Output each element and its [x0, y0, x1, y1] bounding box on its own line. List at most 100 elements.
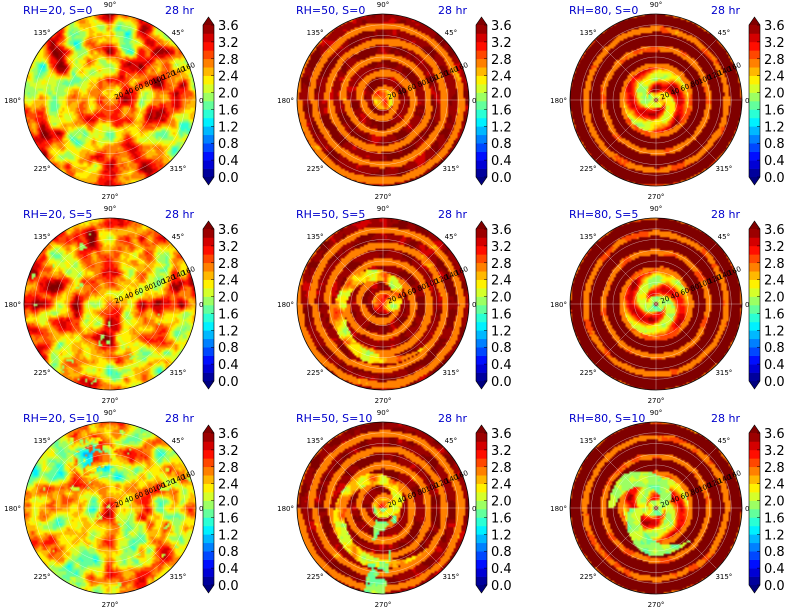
colorbar-segment	[749, 330, 760, 340]
colorbar-segment	[203, 58, 214, 68]
colorbar-tick-label: 3.6	[218, 19, 239, 34]
colorbar-segment	[203, 475, 214, 484]
colorbar-segment	[476, 262, 487, 272]
colorbar-segment	[476, 271, 487, 280]
panel-time-label: 28 hr	[165, 208, 194, 221]
polar-panel: 2040608010012014016090°45°0°315°270°225°…	[550, 205, 753, 405]
colorbar-tick-label: 0.0	[218, 171, 239, 186]
angle-tick-label: 90°	[650, 1, 662, 9]
panel-title: RH=20, S=10	[23, 412, 99, 425]
angle-tick-label: 225°	[34, 165, 51, 173]
colorbar-tick-label: 1.2	[491, 324, 512, 339]
radial-tick-label: 80	[143, 282, 154, 293]
colorbar-segment	[203, 364, 214, 373]
colorbar-segment	[203, 372, 214, 382]
radial-tick-label: 20	[387, 91, 398, 102]
colorbar-segment	[203, 483, 214, 493]
colorbar-segment	[749, 92, 760, 102]
colorbar-tick-label: 0.4	[218, 358, 239, 373]
angle-tick-label: 45°	[445, 29, 457, 37]
colorbar-segment	[749, 458, 760, 468]
polar-panel: 2040608010012014016090°45°0°315°270°225°…	[550, 1, 753, 201]
colorbar-segment	[749, 134, 760, 144]
colorbar-tick-label: 1.2	[764, 120, 785, 135]
colorbar-segment	[749, 271, 760, 280]
colorbar-segment	[203, 492, 214, 501]
colorbar-tick-label: 0.4	[764, 562, 785, 577]
colorbar-tick-label: 3.2	[218, 240, 239, 255]
colorbar-segment	[203, 330, 214, 340]
colorbar-extend-min	[203, 585, 214, 593]
panel-time-label: 28 hr	[438, 208, 467, 221]
colorbar-segment	[749, 475, 760, 484]
colorbar-tick-label: 2.8	[764, 257, 785, 272]
radial-tick-label: 20	[660, 91, 671, 102]
colorbar-segment	[749, 517, 760, 527]
colorbar-tick-label: 2.8	[218, 461, 239, 476]
angular-gridline	[382, 243, 444, 305]
radial-tick-label: 20	[114, 499, 125, 510]
colorbar-tick-label: 2.4	[218, 70, 239, 85]
angular-gridline	[595, 507, 657, 569]
colorbar-tick-label: 2.0	[218, 87, 239, 102]
colorbar-segment	[476, 25, 487, 34]
angle-tick-label: 135°	[307, 233, 324, 241]
colorbar-segment	[476, 355, 487, 365]
colorbar-extend-max	[749, 17, 760, 25]
colorbar-tick-label: 0.8	[218, 341, 239, 356]
radial-tick-label: 20	[114, 91, 125, 102]
colorbar-extend-max	[203, 221, 214, 229]
panel-time-label: 28 hr	[438, 4, 467, 17]
radial-tick-label: 60	[133, 286, 144, 297]
angle-tick-label: 315°	[169, 573, 186, 581]
colorbar-segment	[203, 245, 214, 255]
angle-tick-label: 180°	[277, 301, 294, 309]
polar-panel: 2040608010012014016090°45°0°315°270°225°…	[4, 409, 207, 609]
colorbar-segment	[749, 441, 760, 451]
colorbar-extend-min	[749, 585, 760, 593]
radial-tick-label: 40	[123, 495, 134, 506]
colorbar-segment	[203, 92, 214, 102]
colorbar-tick-label: 0.4	[218, 154, 239, 169]
colorbar-tick-label: 1.2	[764, 324, 785, 339]
colorbar-segment	[749, 67, 760, 76]
colorbar-extend-min	[476, 585, 487, 593]
angular-gridline	[49, 507, 111, 569]
colorbar-tick-label: 3.2	[491, 36, 512, 51]
angular-gridline	[382, 447, 444, 509]
angular-gridline	[595, 303, 657, 365]
colorbar-segment	[749, 160, 760, 169]
colorbar-segment	[203, 126, 214, 136]
polar-panel: 2040608010012014016090°45°0°315°270°225°…	[277, 409, 480, 609]
panel-time-label: 28 hr	[438, 412, 467, 425]
polar-frame	[569, 13, 743, 187]
radial-tick-label: 40	[396, 495, 407, 506]
colorbar-segment	[203, 143, 214, 152]
angular-gridline	[322, 303, 384, 365]
colorbar-extend-min	[749, 177, 760, 185]
angle-tick-label: 135°	[580, 437, 597, 445]
colorbar-segment	[476, 143, 487, 152]
angle-tick-label: 270°	[102, 193, 119, 201]
colorbar-segment	[749, 288, 760, 297]
colorbar-tick-label: 0.4	[218, 562, 239, 577]
colorbar-segment	[203, 517, 214, 527]
colorbar-segment	[203, 237, 214, 247]
angular-gridline	[109, 39, 171, 101]
colorbar-tick-label: 0.0	[764, 171, 785, 186]
panel-title: RH=20, S=5	[23, 208, 92, 221]
colorbar-segment	[203, 109, 214, 119]
colorbar-tick-label: 2.4	[491, 478, 512, 493]
angle-tick-label: 90°	[377, 205, 389, 213]
angle-tick-label: 45°	[172, 29, 184, 37]
colorbar-segment	[476, 338, 487, 348]
colorbar-tick-label: 2.0	[764, 291, 785, 306]
radial-tick-label: 20	[660, 295, 671, 306]
radial-tick-label: 40	[669, 495, 680, 506]
angle-tick-label: 225°	[307, 573, 324, 581]
colorbar-segment	[749, 296, 760, 306]
angular-gridline	[655, 507, 717, 569]
colorbar-segment	[749, 143, 760, 152]
polar-frame	[296, 421, 470, 595]
colorbar-tick-label: 2.4	[764, 70, 785, 85]
